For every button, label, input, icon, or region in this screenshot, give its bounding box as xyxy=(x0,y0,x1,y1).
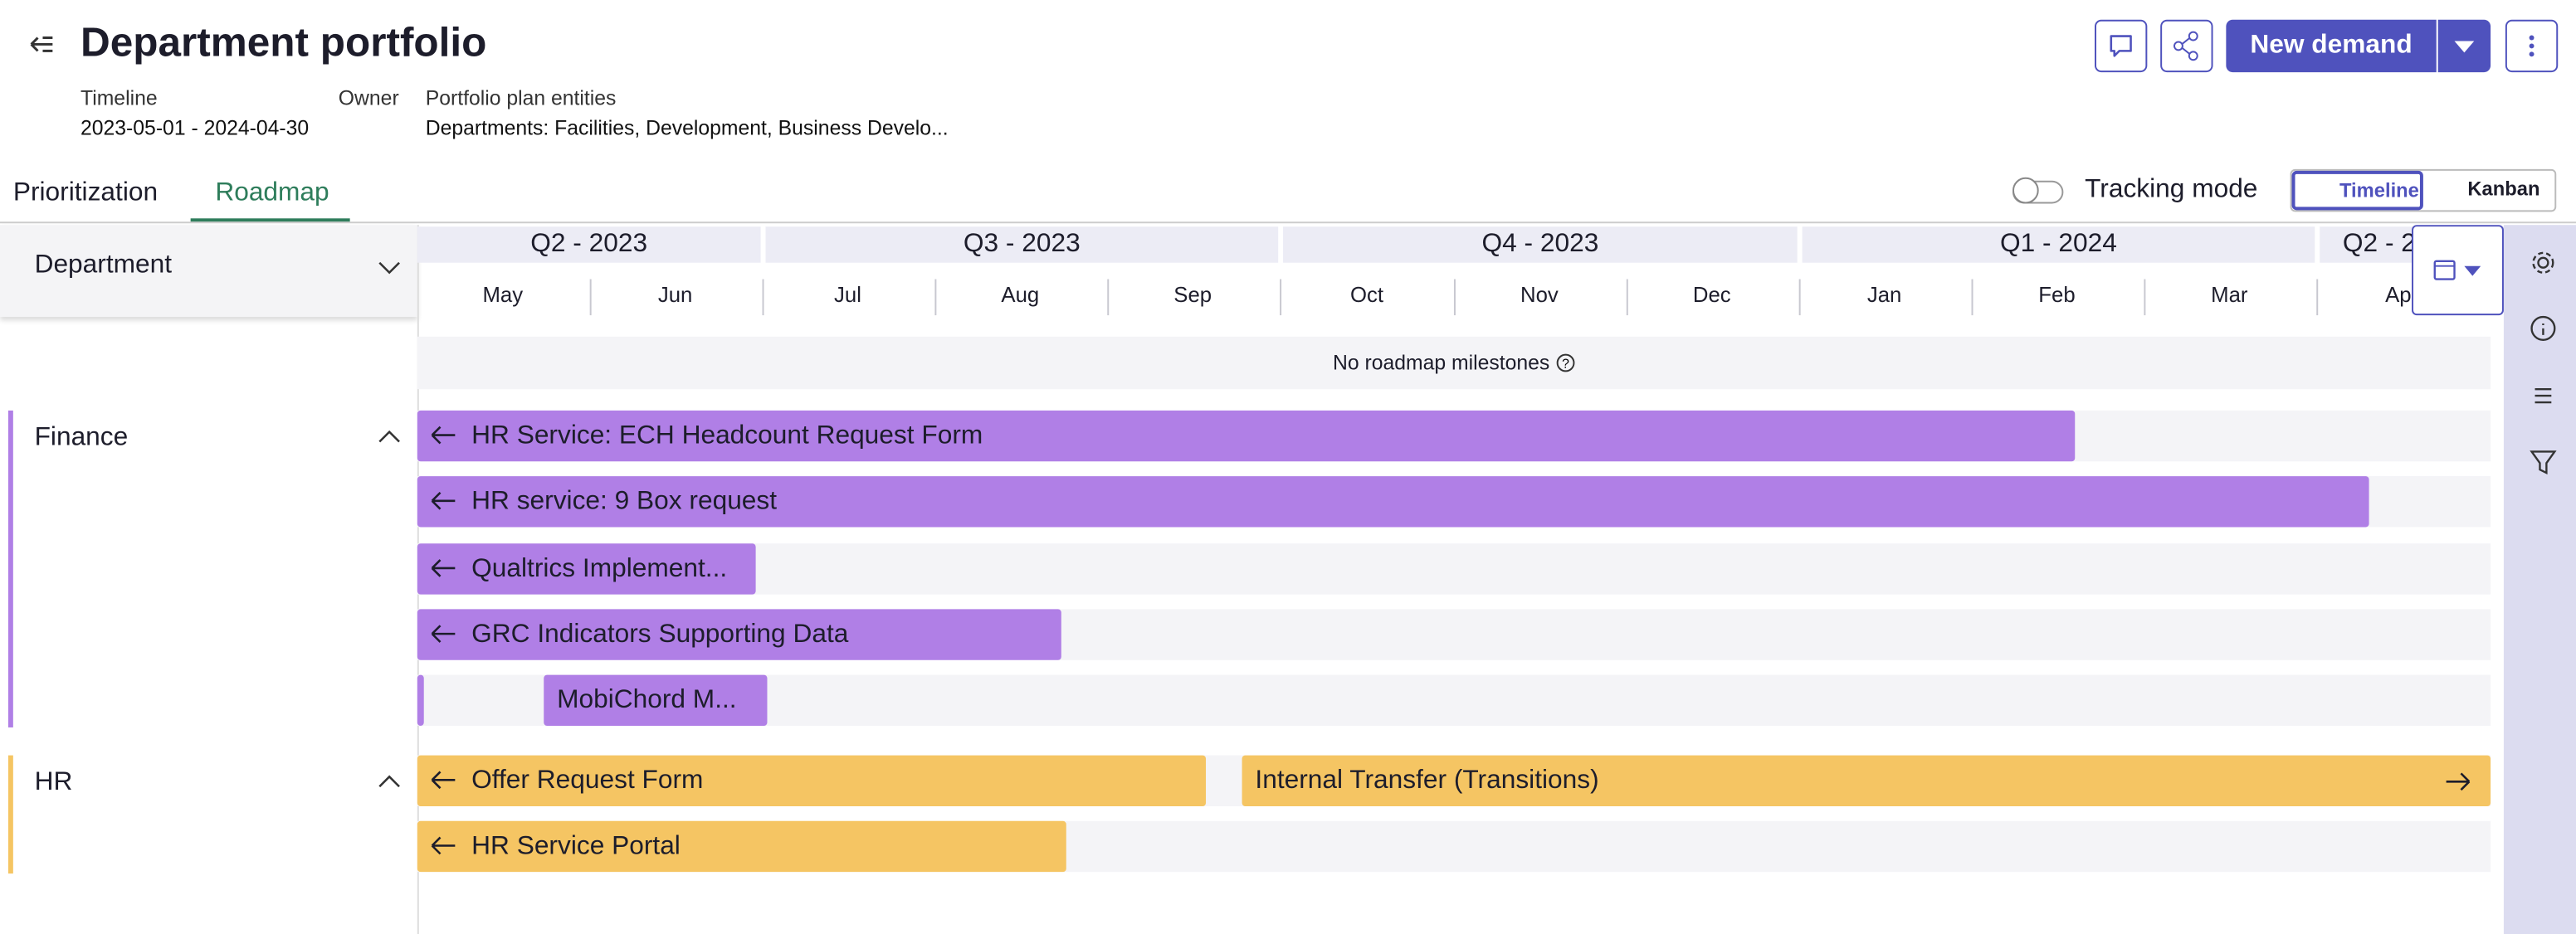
tab-underline xyxy=(190,218,350,222)
month-label: Jun xyxy=(657,282,693,308)
month-label: Nov xyxy=(1520,282,1559,308)
month-divider xyxy=(1798,279,1800,316)
month-divider xyxy=(934,279,936,316)
field-label: Owner xyxy=(338,86,399,110)
roadmap-bar[interactable]: HR Service: ECH Headcount Request Form xyxy=(417,410,2076,462)
chevron-up[interactable] xyxy=(378,429,401,445)
bar-label: GRC Indicators Supporting Data xyxy=(471,620,849,649)
view-switch xyxy=(2290,168,2557,212)
field-label: Timeline xyxy=(80,86,158,110)
month-divider xyxy=(1452,279,1455,316)
month-label: Jan xyxy=(1866,282,1902,308)
bar-label: HR Service: ECH Headcount Request Form xyxy=(471,421,983,450)
new-demand-button[interactable]: New demand xyxy=(2226,19,2437,73)
new-demand-dropdown[interactable] xyxy=(2437,19,2491,73)
month-divider xyxy=(761,279,764,316)
more-button[interactable] xyxy=(2505,19,2559,73)
field-value: Departments: Facilities, Development, Bu… xyxy=(425,116,949,140)
view-kanban[interactable]: Kanban xyxy=(2467,177,2540,201)
bar-label: Offer Request Form xyxy=(471,766,704,795)
bar-label: HR Service Portal xyxy=(471,832,681,861)
comment-button[interactable] xyxy=(2094,19,2148,73)
milestones-text: No roadmap milestones xyxy=(1332,351,1550,375)
department-label: Department xyxy=(34,251,173,280)
month-divider xyxy=(2315,279,2318,316)
group-stripe xyxy=(7,410,13,727)
month-divider xyxy=(1970,279,1973,316)
back-button[interactable] xyxy=(28,33,55,56)
chevron-up[interactable] xyxy=(378,773,401,790)
roadmap-bar[interactable]: Offer Request Form xyxy=(417,755,1207,806)
month-divider xyxy=(2143,279,2145,316)
bar-label: MobiChord M... xyxy=(557,686,737,715)
bar-label: HR service: 9 Box request xyxy=(471,487,778,516)
roadmap-bar[interactable]: GRC Indicators Supporting Data xyxy=(417,609,1061,660)
month-label: May xyxy=(482,282,524,308)
month-label: Dec xyxy=(1692,282,1731,308)
right-toolbar xyxy=(2503,225,2576,934)
month-divider xyxy=(1280,279,1282,316)
group-label: Finance xyxy=(34,423,129,452)
month-label: Feb xyxy=(2038,282,2076,308)
share-button[interactable] xyxy=(2160,19,2213,73)
department-select[interactable] xyxy=(0,225,417,318)
quarter: Q1 - 2024 xyxy=(1802,226,2315,263)
tab-active[interactable]: Roadmap xyxy=(215,178,329,207)
page-title: Department portfolio xyxy=(80,19,487,66)
month-label: Oct xyxy=(1349,282,1384,308)
roadmap-bar[interactable]: HR service: 9 Box request xyxy=(417,476,2369,528)
month-divider xyxy=(1106,279,1109,316)
month-divider xyxy=(588,279,591,316)
month-label: Aug xyxy=(1001,282,1040,308)
month-divider xyxy=(1625,279,1627,316)
quarter: Q4 - 2023 xyxy=(1283,226,1798,263)
roadmap-bar[interactable]: Qualtrics Implement... xyxy=(417,543,756,595)
month-label: Sep xyxy=(1173,282,1212,308)
chevron-down[interactable] xyxy=(378,260,401,276)
view-timeline[interactable]: Timeline xyxy=(2291,170,2423,211)
quarter: Q3 - 2023 xyxy=(765,226,1279,263)
row-track xyxy=(417,543,2491,595)
bar-fragment xyxy=(417,674,424,726)
tracking-toggle[interactable] xyxy=(2013,177,2064,204)
quarter: Q2 - 2023 xyxy=(417,226,761,263)
tracking-label: Tracking mode xyxy=(2085,175,2258,204)
roadmap-bar[interactable]: MobiChord M... xyxy=(544,674,768,726)
field-value: 2023-05-01 - 2024-04-30 xyxy=(80,116,310,140)
month-label: Mar xyxy=(2211,282,2248,308)
milestones-row: No roadmap milestones ? xyxy=(417,336,2491,390)
field-label: Portfolio plan entities xyxy=(425,86,617,110)
svg-text:?: ? xyxy=(1562,357,1569,371)
date-range-button[interactable] xyxy=(2412,225,2504,316)
divider xyxy=(0,221,2576,224)
group-stripe xyxy=(7,755,13,874)
tab[interactable]: Prioritization xyxy=(12,178,159,207)
roadmap-bar[interactable]: Internal Transfer (Transitions) xyxy=(1242,755,2491,806)
bar-label: Internal Transfer (Transitions) xyxy=(1255,766,1599,795)
month-label: Jul xyxy=(834,282,861,308)
group-label: HR xyxy=(34,768,73,797)
bar-label: Qualtrics Implement... xyxy=(471,555,728,583)
roadmap-bar[interactable]: HR Service Portal xyxy=(417,820,1066,873)
